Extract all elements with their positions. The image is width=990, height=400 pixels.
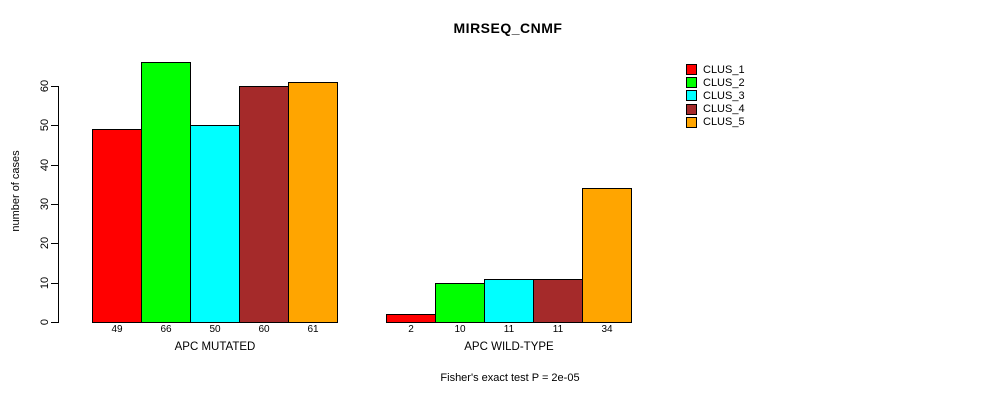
- legend-row: CLUS_3: [686, 89, 745, 102]
- y-axis-tick: [51, 165, 58, 166]
- legend-swatch: [686, 116, 697, 128]
- bar: [239, 86, 289, 323]
- annotation-text: Fisher's exact test P = 2e-05: [440, 372, 580, 384]
- bar-value-label: 60: [258, 324, 270, 335]
- y-axis-tick-label: 40: [39, 158, 51, 172]
- y-axis-tick-label: 60: [39, 79, 51, 93]
- y-axis-tick: [51, 204, 58, 205]
- legend-label: CLUS_4: [703, 103, 745, 116]
- y-axis-tick: [51, 86, 58, 87]
- bar-value-label: 10: [454, 324, 466, 335]
- bar: [288, 82, 338, 323]
- legend: CLUS_1 CLUS_2 CLUS_3 CLUS_4 CLUS_5: [686, 63, 745, 129]
- bar-value-label: 2: [408, 324, 414, 335]
- legend-label: CLUS_3: [703, 89, 745, 102]
- group-label: APC WILD-TYPE: [464, 341, 554, 353]
- legend-label: CLUS_2: [703, 76, 745, 89]
- bar-value-label: 66: [160, 324, 172, 335]
- chart-title: MIRSEQ_CNMF: [453, 20, 563, 36]
- legend-swatch: [686, 64, 697, 76]
- bar-value-label: 34: [601, 324, 613, 335]
- legend-row: CLUS_1: [686, 63, 745, 76]
- bar-value-label: 11: [503, 324, 515, 335]
- bar: [533, 279, 583, 323]
- y-axis-line: [58, 86, 59, 323]
- legend-row: CLUS_5: [686, 116, 745, 129]
- y-axis-tick: [51, 243, 58, 244]
- bar: [92, 129, 142, 323]
- group-label: APC MUTATED: [174, 341, 256, 353]
- legend-row: CLUS_2: [686, 76, 745, 89]
- y-axis-tick-label: 30: [39, 197, 51, 211]
- bar: [190, 125, 240, 323]
- bar-value-label: 11: [552, 324, 564, 335]
- bar-value-label: 61: [307, 324, 319, 335]
- y-axis-label: number of cases: [10, 150, 22, 232]
- legend-row: CLUS_4: [686, 103, 745, 116]
- y-axis-tick: [51, 322, 58, 323]
- y-axis-tick-label: 20: [39, 236, 51, 250]
- legend-swatch: [686, 103, 697, 115]
- y-axis-tick-label: 50: [39, 118, 51, 132]
- y-axis-tick: [51, 125, 58, 126]
- legend-swatch: [686, 90, 697, 102]
- y-axis-tick: [51, 283, 58, 284]
- bar-value-label: 50: [209, 324, 221, 335]
- y-axis-tick-label: 10: [39, 276, 51, 290]
- legend-label: CLUS_1: [703, 63, 745, 76]
- bar: [582, 188, 632, 323]
- legend-swatch: [686, 77, 697, 89]
- bar: [386, 314, 436, 323]
- y-axis-tick-label: 0: [39, 318, 51, 326]
- bar: [141, 62, 191, 323]
- bar-value-label: 49: [111, 324, 123, 335]
- bar: [484, 279, 534, 323]
- legend-label: CLUS_5: [703, 116, 745, 129]
- bar: [435, 283, 485, 323]
